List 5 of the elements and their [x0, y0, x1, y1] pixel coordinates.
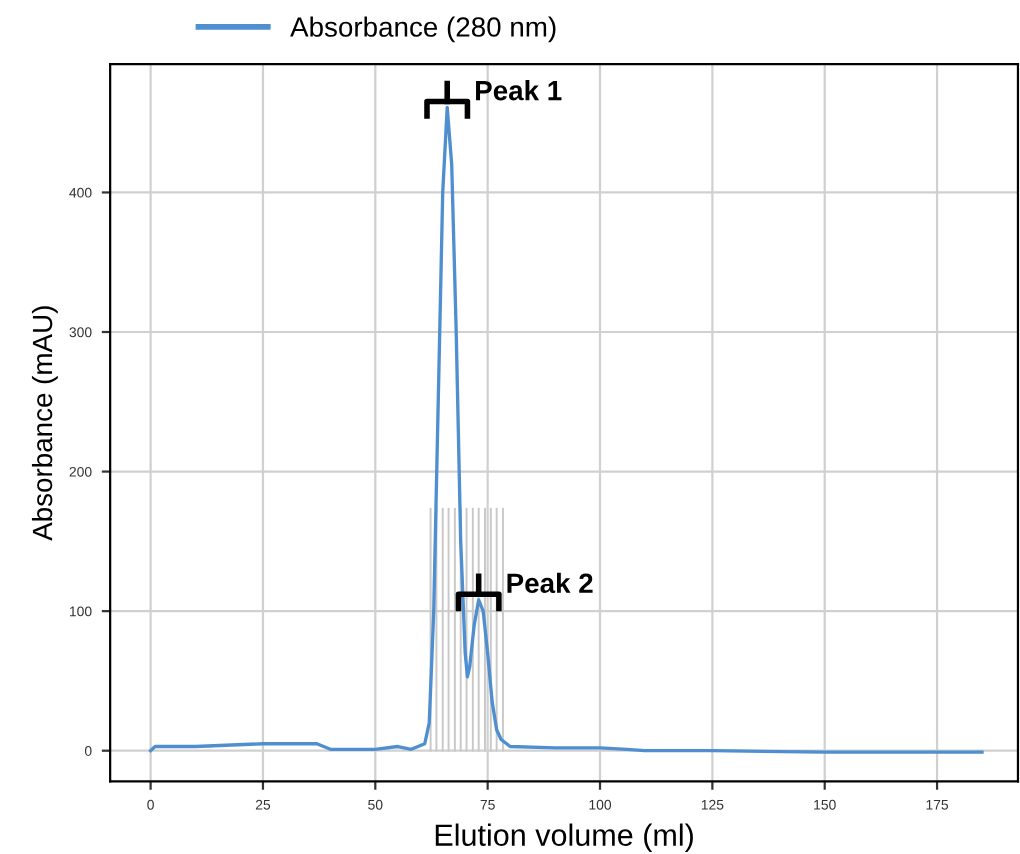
annotation: Peak 1 [476, 80, 562, 101]
annotation: Peak 2 [507, 572, 593, 594]
y-axis-title: Absorbance (mAU) [31, 306, 58, 541]
legend-label: Absorbance (280 nm) [290, 16, 556, 43]
x-axis-title: Elution volume (ml) [435, 823, 693, 852]
